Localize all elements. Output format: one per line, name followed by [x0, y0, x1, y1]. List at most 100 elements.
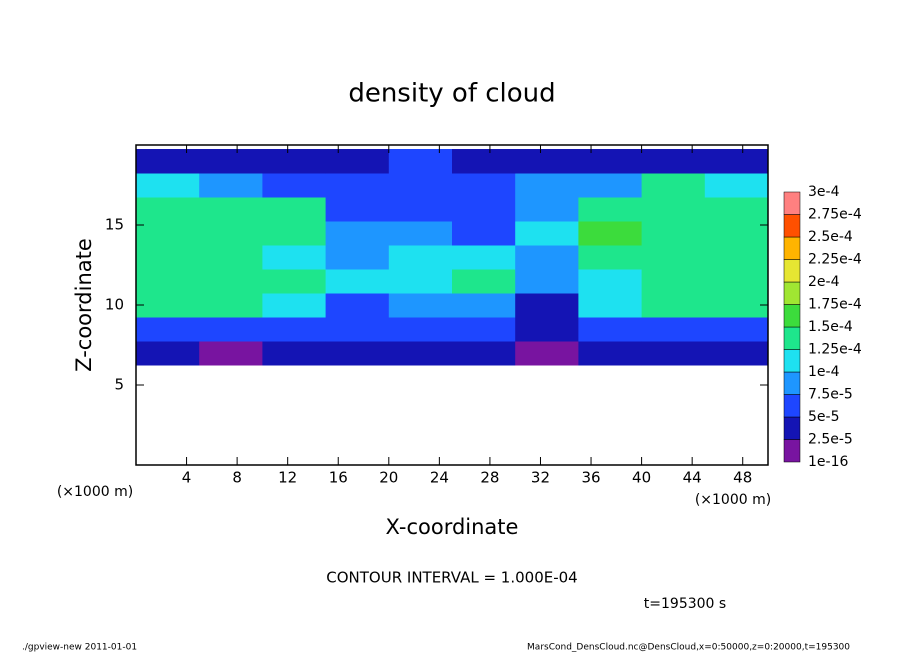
heat-cell	[515, 341, 579, 366]
heat-cell	[262, 197, 327, 222]
colorbar-box	[783, 191, 801, 215]
colorbar-box	[783, 371, 801, 395]
heat-cell	[388, 149, 453, 174]
colorbar-box	[783, 439, 801, 463]
x-tick-label: 16	[329, 469, 348, 487]
heat-cell	[136, 173, 200, 198]
y-tick-label: 15	[105, 216, 124, 234]
heat-cell	[452, 293, 516, 318]
heat-cell	[515, 221, 579, 246]
x-tick-label: 4	[182, 469, 192, 487]
colorbar-box	[783, 281, 801, 305]
heat-cell	[515, 149, 579, 174]
heat-cell	[641, 197, 706, 222]
heat-cell	[452, 245, 516, 270]
heat-cell	[325, 293, 390, 318]
heat-cell	[578, 341, 643, 366]
colorbar-label: 3e-4	[808, 184, 840, 200]
time-label: t=195300 s	[644, 596, 726, 612]
contour-interval: CONTOUR INTERVAL = 1.000E-04	[326, 569, 577, 587]
heat-cell	[578, 245, 643, 270]
colorbar-label: 2.5e-4	[808, 229, 853, 245]
x-tick-label: 32	[531, 469, 550, 487]
heat-cell	[452, 173, 516, 198]
heat-cell	[578, 197, 643, 222]
colorbar-box	[783, 236, 801, 260]
footer-left: ./gpview-new 2011-01-01	[22, 643, 137, 653]
heat-cell	[199, 341, 263, 366]
heat-cell	[199, 269, 263, 294]
colorbar-box	[783, 304, 801, 328]
heat-cell	[641, 317, 706, 342]
y-tick-label: 5	[114, 376, 124, 394]
heat-cell	[704, 221, 769, 246]
heat-cell	[325, 173, 390, 198]
y-axis-label: Z-coordinate	[72, 238, 96, 372]
heat-cell	[262, 269, 327, 294]
heat-cell	[704, 317, 769, 342]
heat-cell	[704, 245, 769, 270]
x-tick-label: 40	[632, 469, 651, 487]
heat-cell	[388, 245, 453, 270]
colorbar-box	[783, 394, 801, 418]
heat-cell	[452, 197, 516, 222]
heat-cell	[262, 341, 327, 366]
heat-cell	[641, 149, 706, 174]
colorbar-box	[783, 214, 801, 238]
heat-cell	[578, 269, 643, 294]
heat-cell	[388, 197, 453, 222]
footer-right: MarsCond_DensCloud.nc@DensCloud,x=0:5000…	[527, 643, 850, 653]
x-tick-label: 12	[278, 469, 297, 487]
colorbar-label: 7.5e-5	[808, 387, 853, 403]
heat-cell	[452, 269, 516, 294]
colorbar-label: 5e-5	[808, 409, 839, 425]
heat-cell	[136, 221, 200, 246]
heat-cell	[325, 317, 390, 342]
heat-cell	[452, 317, 516, 342]
colorbar-box	[783, 326, 801, 350]
x-axis-label: X-coordinate	[386, 515, 519, 539]
heat-cell	[641, 269, 706, 294]
heat-cell	[325, 149, 390, 174]
heat-cell	[199, 197, 263, 222]
colorbar-label: 1.5e-4	[808, 319, 853, 335]
heat-cell	[136, 293, 200, 318]
colorbar-label: 2.75e-4	[808, 207, 862, 223]
heat-cell	[515, 293, 579, 318]
heat-cell	[262, 173, 327, 198]
colorbar-label: 2e-4	[808, 274, 840, 290]
heat-cell	[325, 245, 390, 270]
heat-cell	[515, 245, 579, 270]
heat-cell	[388, 317, 453, 342]
heat-cell	[388, 221, 453, 246]
heat-cell	[199, 245, 263, 270]
heat-cell	[262, 293, 327, 318]
y-unit: (×1000 m)	[57, 484, 133, 500]
heat-cell	[262, 221, 327, 246]
colorbar-box	[783, 349, 801, 373]
heat-cell	[325, 269, 390, 294]
heat-cell	[578, 173, 643, 198]
heat-cell	[199, 293, 263, 318]
heat-cell	[199, 317, 263, 342]
heat-cell	[136, 317, 200, 342]
x-tick-label: 44	[683, 469, 702, 487]
x-unit: (×1000 m)	[695, 492, 771, 508]
heat-cell	[704, 197, 769, 222]
heat-cell	[704, 269, 769, 294]
colorbar-box	[783, 416, 801, 440]
heat-cell	[199, 173, 263, 198]
x-tick-label: 48	[733, 469, 752, 487]
heat-cell	[199, 221, 263, 246]
chart-title: density of cloud	[348, 79, 555, 109]
heat-cell	[641, 173, 706, 198]
heat-cell	[578, 149, 643, 174]
heat-cell	[136, 245, 200, 270]
heat-cell	[641, 221, 706, 246]
heat-cell	[388, 293, 453, 318]
heat-cell	[704, 341, 769, 366]
heat-cell	[515, 197, 579, 222]
heat-cell	[136, 197, 200, 222]
heat-cell	[136, 341, 200, 366]
